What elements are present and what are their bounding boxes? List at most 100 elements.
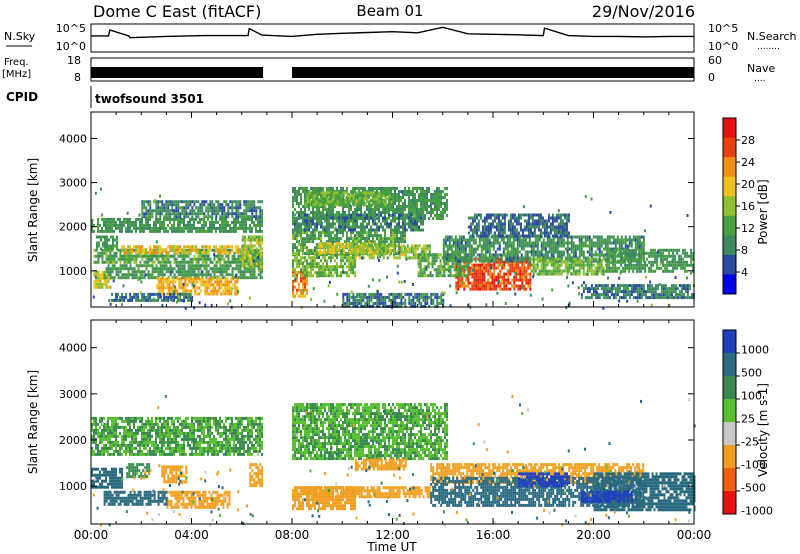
power-cell xyxy=(99,276,102,280)
power-cell xyxy=(235,212,238,216)
power-cell xyxy=(198,277,201,281)
power-cell xyxy=(442,211,444,214)
power-cell xyxy=(163,215,166,219)
power-cell xyxy=(125,257,128,261)
power-cell xyxy=(103,217,105,221)
power-cell xyxy=(360,194,363,198)
power-cell xyxy=(418,219,420,223)
power-cell xyxy=(439,268,442,272)
power-cell xyxy=(332,243,334,247)
power-cell xyxy=(147,209,150,213)
power-cell xyxy=(221,251,224,255)
power-cell xyxy=(374,213,376,217)
power-cell xyxy=(402,202,404,205)
power-cell xyxy=(202,280,205,284)
power-cell xyxy=(173,295,176,299)
power-cell xyxy=(348,222,350,226)
power-cell xyxy=(107,229,109,233)
power-cell xyxy=(374,187,376,190)
power-cell xyxy=(251,235,254,239)
power-cell xyxy=(328,222,330,226)
power-cell xyxy=(206,283,209,287)
power-cell xyxy=(352,203,355,207)
power-cell xyxy=(620,238,623,242)
power-cell xyxy=(93,254,96,258)
power-cell xyxy=(590,241,593,245)
power-cell xyxy=(334,240,336,244)
power-cell xyxy=(370,205,372,208)
power-cell xyxy=(168,286,171,290)
power-cell xyxy=(444,253,447,257)
power-cell xyxy=(467,256,470,260)
power-cell xyxy=(245,256,248,260)
power-cell xyxy=(328,205,330,208)
power-cell xyxy=(384,244,387,248)
power-cell xyxy=(151,254,154,258)
power-cell xyxy=(306,268,308,272)
power-cell xyxy=(251,200,254,204)
power-cell xyxy=(386,208,388,211)
power-cell xyxy=(125,217,127,221)
power-cell xyxy=(362,222,364,226)
power-cell xyxy=(618,244,621,248)
power-cell xyxy=(494,250,497,254)
power-cell xyxy=(104,235,106,239)
power-cell xyxy=(221,223,223,227)
power-cell xyxy=(115,292,118,296)
power-cell xyxy=(143,223,145,227)
power-cell xyxy=(420,193,422,196)
power-cell xyxy=(521,266,524,270)
power-cell xyxy=(424,217,426,220)
power-cell xyxy=(161,206,164,210)
power-cell xyxy=(460,244,463,248)
power-cell xyxy=(156,286,159,290)
power-cell xyxy=(578,253,581,257)
power-cell xyxy=(486,244,489,248)
power-cell xyxy=(106,241,108,245)
power-cell xyxy=(145,209,148,213)
power-cell xyxy=(514,250,517,254)
power-cell xyxy=(181,212,184,216)
power-cell xyxy=(374,205,376,208)
power-cell xyxy=(477,257,480,261)
power-cell xyxy=(517,278,520,282)
power-cell xyxy=(428,250,431,254)
power-cell xyxy=(507,287,510,291)
power-cell xyxy=(181,200,184,204)
power-cell xyxy=(292,237,294,241)
power-cell xyxy=(103,229,105,233)
power-cell xyxy=(370,208,372,211)
power-cell xyxy=(466,253,469,257)
power-cell xyxy=(580,238,583,242)
power-cell xyxy=(514,238,517,242)
power-cell xyxy=(422,213,424,217)
power-cell xyxy=(105,279,108,283)
power-cell xyxy=(402,231,404,235)
power-cell xyxy=(195,264,198,268)
power-cell xyxy=(205,209,208,213)
power-cell xyxy=(296,262,298,266)
power-cell xyxy=(443,274,446,278)
power-cell xyxy=(109,254,112,258)
power-cell xyxy=(208,280,211,284)
power-cell xyxy=(145,223,147,227)
power-cell xyxy=(259,267,262,271)
power-cell xyxy=(139,248,142,252)
power-cell xyxy=(165,260,168,264)
power-cell xyxy=(518,259,521,263)
power-cell xyxy=(239,264,242,268)
power-cell xyxy=(251,215,254,219)
power-cell xyxy=(354,225,356,229)
power-cell xyxy=(332,194,335,198)
power-cell xyxy=(164,286,167,290)
power-cell xyxy=(231,226,233,230)
power-cell xyxy=(113,298,116,302)
power-cell xyxy=(304,193,306,196)
power-cell xyxy=(255,247,258,251)
power-cell xyxy=(231,245,234,249)
power-cell xyxy=(227,254,230,258)
power-cell xyxy=(221,254,224,258)
power-cell xyxy=(243,217,245,221)
power-cell xyxy=(318,268,320,272)
power-cell xyxy=(366,240,368,244)
